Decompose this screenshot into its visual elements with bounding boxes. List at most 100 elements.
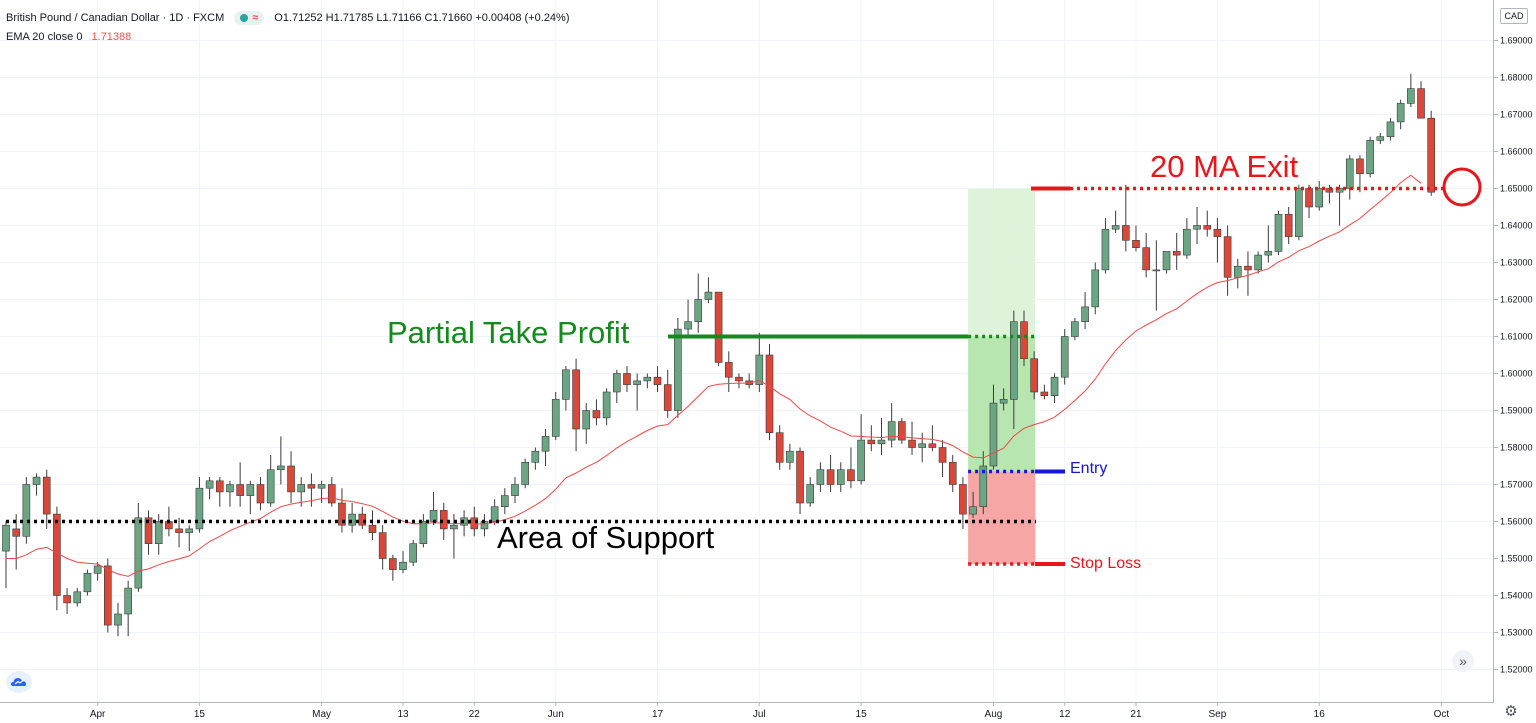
chart-settings-button[interactable]: ⚙ xyxy=(1502,702,1520,720)
candle-body xyxy=(266,469,275,504)
candle-body xyxy=(938,447,947,463)
candle-body xyxy=(1264,251,1273,256)
candle-body xyxy=(185,528,194,533)
candle-body xyxy=(1060,336,1069,378)
candle-body xyxy=(1183,228,1191,256)
time-tick-label: Oct xyxy=(1434,709,1450,720)
candle-body xyxy=(1274,214,1283,252)
candle-body xyxy=(1356,158,1364,174)
candle-body xyxy=(714,291,723,363)
candle-body xyxy=(1071,321,1079,337)
time-tick-label: May xyxy=(312,709,331,720)
price-tick-label: 1.69000 xyxy=(1500,36,1533,46)
candle-body xyxy=(724,362,733,378)
price-tick-label: 1.53000 xyxy=(1500,628,1533,638)
candle-body xyxy=(450,524,458,530)
ma-exit-label: 20 MA Exit xyxy=(1150,149,1299,184)
tradingview-cloud-icon xyxy=(11,678,26,686)
candle-body xyxy=(1295,188,1303,237)
candle-body xyxy=(531,450,540,463)
candle-body xyxy=(399,561,407,570)
candle-body xyxy=(1305,188,1313,208)
candle-body xyxy=(22,484,31,537)
candle-body xyxy=(501,495,509,508)
candle-body xyxy=(572,369,580,430)
market-status-pill[interactable]: ≈ xyxy=(234,11,265,25)
candle-body xyxy=(1244,265,1252,271)
loss-zone xyxy=(968,471,1036,565)
candle-body xyxy=(1081,306,1089,322)
candle-body xyxy=(694,299,703,323)
symbol-title[interactable]: British Pound / Canadian Dollar · 1D · F… xyxy=(6,12,225,24)
candle-body xyxy=(83,572,92,593)
candle-body xyxy=(277,465,285,470)
candle-body xyxy=(236,484,244,496)
candle-body xyxy=(989,402,998,467)
candle-body xyxy=(1122,225,1130,241)
entry-label: Entry xyxy=(1070,460,1108,477)
candle-body xyxy=(287,465,295,493)
time-tick-label: 16 xyxy=(1314,709,1326,720)
candle-body xyxy=(215,480,224,493)
ohlc-readout: O1.71252 H1.71785 L1.71166 C1.71660 +0.0… xyxy=(274,12,570,24)
price-tick-label: 1.63000 xyxy=(1500,258,1533,268)
candle-body xyxy=(674,328,682,411)
scroll-to-realtime-button[interactable]: » xyxy=(1452,650,1474,672)
candle-body xyxy=(307,484,316,489)
candle-body xyxy=(633,380,641,385)
ema-label[interactable]: EMA 20 close 0 xyxy=(6,31,83,43)
candle-body xyxy=(368,524,377,533)
candle-body xyxy=(959,484,967,515)
candle-body xyxy=(460,517,468,526)
candle-body xyxy=(653,376,662,385)
candle-body xyxy=(551,399,560,437)
candle-body xyxy=(317,484,326,489)
candle-body xyxy=(1050,376,1059,397)
tradingview-logo[interactable] xyxy=(6,671,32,693)
candle-body xyxy=(948,461,957,485)
currency-badge[interactable]: CAD xyxy=(1500,8,1528,24)
candle-body xyxy=(592,410,601,419)
candle-body xyxy=(786,450,794,463)
candle-body xyxy=(114,613,122,626)
price-tick-label: 1.62000 xyxy=(1500,295,1533,305)
candle-body xyxy=(419,521,428,545)
candle-body xyxy=(898,421,906,441)
candle-body xyxy=(1132,240,1140,249)
candle-body xyxy=(389,558,397,570)
candle-body xyxy=(877,439,886,445)
candle-body xyxy=(1010,321,1018,400)
candle-body xyxy=(470,517,479,530)
candle-body xyxy=(358,513,367,526)
candle-body xyxy=(490,506,499,522)
candle-body xyxy=(663,384,672,411)
candle-body xyxy=(1254,254,1262,271)
candle-body xyxy=(1193,225,1201,230)
candle-body xyxy=(1101,228,1110,271)
gear-icon: ⚙ xyxy=(1504,703,1518,720)
time-tick-label: Aug xyxy=(985,709,1003,720)
candle-body xyxy=(511,484,519,496)
candle-body xyxy=(847,469,855,482)
candle-body xyxy=(1366,140,1374,174)
candle-body xyxy=(1091,269,1100,308)
candle-body xyxy=(541,436,550,452)
time-tick-label: 13 xyxy=(397,709,409,720)
price-tick-label: 1.59000 xyxy=(1500,406,1533,416)
candle-body xyxy=(1213,228,1222,237)
candles xyxy=(2,73,1435,637)
candle-body xyxy=(104,565,112,626)
candle-body xyxy=(63,595,71,604)
candle-body xyxy=(297,484,306,493)
time-tick-label: Apr xyxy=(90,709,106,720)
candle-body xyxy=(1315,188,1324,208)
time-tick-label: 17 xyxy=(652,709,664,720)
time-tick-label: 22 xyxy=(469,709,481,720)
candle-body xyxy=(735,376,743,382)
candle-body xyxy=(1111,225,1120,230)
candle-body xyxy=(643,376,652,382)
candle-body xyxy=(195,487,204,530)
candle-body xyxy=(1396,103,1405,123)
time-tick-label: 21 xyxy=(1130,709,1142,720)
